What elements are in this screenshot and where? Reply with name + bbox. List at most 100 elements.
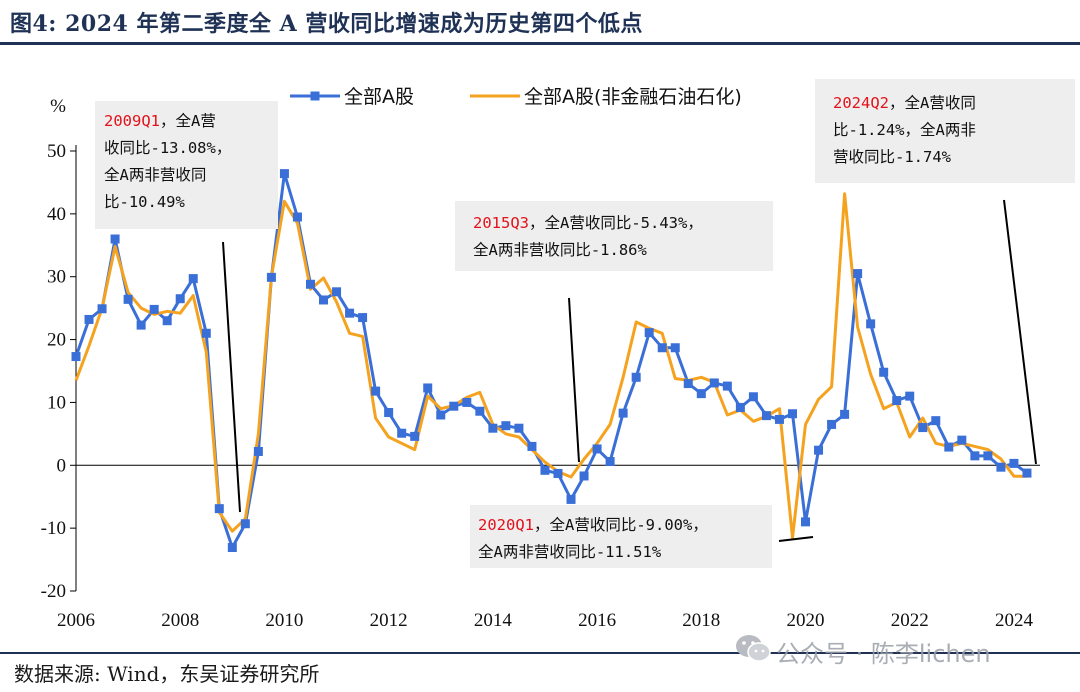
data-point-marker [319, 295, 329, 305]
data-point-marker [253, 446, 263, 456]
annotation-box [470, 505, 772, 568]
annotation-line: 2024Q2，全A营收同 [833, 94, 976, 112]
data-point-marker [540, 465, 550, 475]
annotation-text: ，全A营 [160, 112, 216, 130]
watermark: 公众号 · 陈李lichen [734, 632, 1054, 668]
annotation-box [455, 201, 773, 271]
data-point-marker [514, 423, 524, 433]
y-tick-label: 40 [47, 204, 66, 225]
data-point-marker [840, 409, 850, 419]
annotation-highlight: 2024Q2 [833, 94, 889, 112]
y-tick-label: 50 [47, 141, 66, 162]
data-point-marker [866, 319, 876, 329]
line-chart: -20 -10 0 10 20 30 40 50% 2006 2008 2010 2012 2014 20… [41, 79, 1075, 631]
data-point-marker [774, 414, 784, 424]
data-point-marker [696, 389, 706, 399]
annotation-2009q1: 2009Q1，全A营收同比-13.08%， 全A两非营收同比-10.49% [95, 101, 278, 513]
data-point-marker [332, 287, 342, 297]
data-point-marker [1009, 458, 1019, 468]
annotation-text: ，全A营收同 [889, 94, 976, 112]
data-point-marker [188, 274, 198, 284]
watermark-text: 公众号 · 陈李lichen [776, 640, 991, 668]
wechat-icon [736, 635, 771, 662]
data-point-marker [983, 451, 993, 461]
data-point-marker [605, 457, 615, 467]
data-point-marker [566, 494, 576, 504]
x-tick-label: 2018 [682, 610, 720, 631]
data-point-marker [761, 411, 771, 421]
annotation-2015q3: 2015Q3，全A营收同比-5.43%， 全A两非营收同比-1.86% [455, 201, 773, 463]
data-point-marker [149, 304, 159, 314]
data-point-marker [305, 279, 315, 289]
annotation-2020q1: 2020Q1，全A营收同比-9.00%， 全A两非营收同比-11.51% [470, 505, 814, 568]
data-point-marker [292, 212, 302, 222]
y-tick-label: -20 [41, 581, 66, 602]
y-tick-label: 20 [47, 330, 66, 351]
annotation-line: 2009Q1，全A营 [104, 112, 216, 130]
series-line-non-financial [74, 192, 1027, 540]
annotation-line: 2015Q3，全A营收同比-5.43%， [473, 214, 703, 232]
y-axis-unit-label: % [50, 96, 66, 117]
x-tick-label: 2012 [370, 610, 408, 631]
x-tick-label: 2014 [474, 610, 513, 631]
data-point-marker [722, 381, 732, 391]
data-point-marker [423, 383, 433, 393]
data-point-marker [592, 444, 602, 454]
data-point-marker [162, 316, 172, 326]
y-tick-label: 30 [47, 267, 66, 288]
x-tick-label: 2008 [161, 610, 199, 631]
data-point-marker [709, 378, 719, 388]
x-tick-label: 2016 [578, 610, 616, 631]
annotation-pointer [778, 536, 814, 542]
data-point-marker [436, 410, 446, 420]
data-point-marker [631, 372, 641, 382]
data-point-marker [384, 407, 394, 417]
data-point-marker [71, 352, 81, 362]
data-point-marker [175, 294, 185, 304]
data-point-marker [123, 294, 133, 304]
data-point-marker [657, 343, 667, 353]
data-point-marker [579, 471, 589, 481]
x-tick-label: 2022 [891, 610, 929, 631]
data-point-marker [397, 428, 407, 438]
data-point-marker [110, 234, 120, 244]
data-point-marker [266, 272, 276, 282]
annotation-line: 全A两非营收同比-1.86% [473, 241, 647, 259]
data-point-marker [735, 402, 745, 412]
annotation-line: 全A两非营收同 [104, 166, 206, 184]
legend-label-all-a: 全部A股 [344, 86, 414, 108]
data-point-marker [996, 462, 1006, 472]
data-point-marker [970, 451, 980, 461]
data-point-marker [358, 313, 368, 323]
data-point-marker [944, 442, 954, 452]
footer-rule [0, 652, 1080, 654]
data-point-marker [801, 517, 811, 527]
annotation-line: 收同比-13.08%， [104, 139, 231, 157]
data-point-marker [501, 421, 511, 431]
annotation-box [95, 101, 278, 229]
data-point-marker [683, 379, 693, 389]
data-point-marker [748, 392, 758, 402]
data-point-marker [787, 409, 797, 419]
legend-label-non-financial: 全部A股(非金融石油石化) [524, 86, 742, 108]
data-point-marker [279, 169, 289, 179]
x-tick-label: 2020 [787, 610, 825, 631]
data-point-marker [136, 320, 146, 330]
x-tick-label: 2024 [995, 610, 1034, 631]
data-point-marker [240, 519, 250, 529]
annotation-pointer [1003, 199, 1037, 465]
x-tick-label: 2010 [265, 610, 303, 631]
data-point-marker [475, 406, 485, 416]
data-point-marker [345, 308, 355, 318]
data-point-marker [853, 269, 863, 279]
data-point-marker [931, 416, 941, 426]
annotation-text: ，全A营收同比-5.43%， [529, 214, 703, 232]
data-source: 数据来源: Wind，东吴证券研究所 [14, 662, 320, 686]
y-tick-label: 0 [57, 455, 67, 476]
annotation-line: 比-1.24%，全A两非 [833, 121, 976, 139]
y-tick-label: 10 [47, 392, 66, 413]
x-tick-label: 2006 [57, 610, 95, 631]
data-point-marker [227, 543, 237, 553]
annotation-line: 全A两非营收同比-11.51% [478, 543, 662, 561]
data-point-marker [892, 396, 902, 406]
